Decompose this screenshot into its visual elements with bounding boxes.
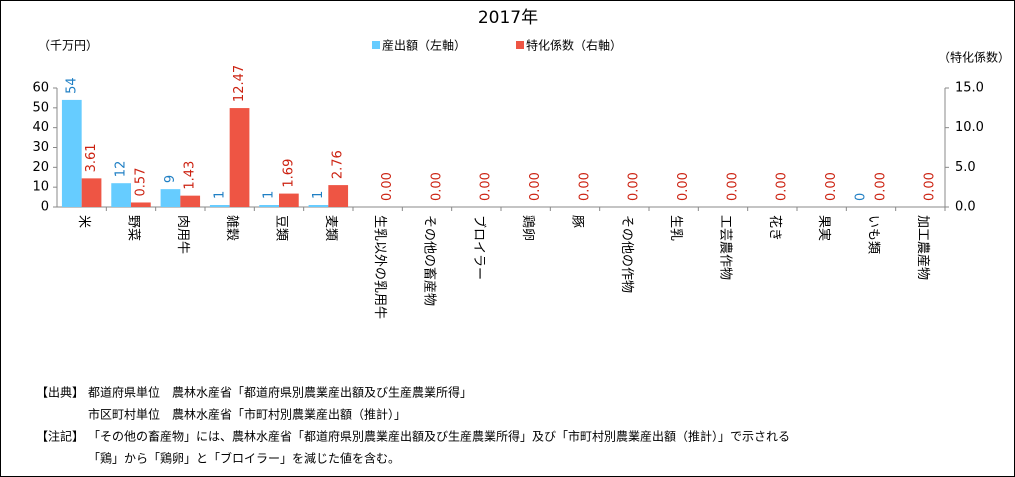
- x-tick-label: 野菜: [126, 215, 141, 241]
- data-label: 12.47: [232, 65, 247, 102]
- data-label: 1: [212, 191, 227, 199]
- y-tick-label: 10: [32, 180, 49, 195]
- bar: [61, 99, 82, 207]
- x-tick-label: 麦類: [323, 215, 338, 241]
- y2-tick-label: 15.0: [955, 81, 984, 96]
- bar: [328, 185, 349, 207]
- chart-title: 2017年: [478, 8, 538, 28]
- data-label: 0.00: [627, 172, 642, 201]
- data-label: 0.00: [775, 172, 790, 201]
- y2-tick-label: 10.0: [955, 120, 984, 135]
- data-label: 0.00: [824, 172, 839, 201]
- data-label: 54: [64, 77, 79, 94]
- y2-tick-label: 5.0: [955, 160, 976, 175]
- y-tick-label: 0: [41, 200, 49, 215]
- bar: [180, 195, 201, 207]
- x-tick-label: 加工農産物: [915, 215, 931, 280]
- data-label: 9: [163, 175, 178, 183]
- data-label: 0.57: [133, 168, 148, 197]
- x-tick-label: 果実: [816, 215, 832, 241]
- legend-swatch: [372, 41, 380, 49]
- x-tick-label: いも類: [866, 215, 881, 254]
- data-label: 3.61: [84, 143, 99, 172]
- bar: [308, 205, 329, 207]
- bar: [81, 178, 102, 207]
- data-label: 2.76: [331, 150, 346, 179]
- y-tick-label: 20: [32, 160, 49, 175]
- y2-axis-label: （特化係数）: [938, 50, 1010, 65]
- data-label: 1: [311, 191, 326, 199]
- x-tick-label: 工芸農作物: [718, 215, 734, 280]
- bar: [160, 189, 181, 207]
- data-label: 1.69: [281, 159, 296, 188]
- data-label: 0: [854, 193, 869, 201]
- x-tick-label: その他の畜産物: [422, 215, 438, 306]
- y-tick-label: 60: [32, 81, 49, 96]
- data-label: 0.00: [429, 172, 444, 201]
- x-tick-label: 雑穀: [224, 215, 240, 241]
- x-tick-label: 肉用牛: [175, 215, 190, 254]
- note-label: 【注記】: [36, 429, 84, 444]
- x-tick-label: 生乳: [668, 215, 683, 241]
- note-label: 【出典】: [36, 386, 84, 400]
- data-label: 1.43: [183, 161, 198, 190]
- y-axis-label: （千万円）: [38, 39, 98, 53]
- data-label: 0.00: [577, 172, 592, 201]
- note-line: 「鶏」から「鶏卵」と「ブロイラー」を減じた値を含む。: [88, 451, 400, 466]
- x-tick-label: ブロイラー: [471, 215, 487, 280]
- x-tick-label: 豆類: [274, 215, 289, 241]
- data-label: 0.00: [725, 172, 740, 201]
- bar: [131, 202, 151, 207]
- bar: [209, 205, 230, 207]
- y-tick-label: 40: [32, 120, 49, 135]
- data-label: 12: [114, 161, 129, 178]
- bar: [111, 183, 131, 207]
- note-line: 都道府県単位 農林水産省「都道府県別農業産出額及び生産農業所得」: [88, 385, 472, 400]
- x-tick-label: その他の作物: [619, 215, 634, 293]
- note-line: 市区町村単位 農林水産省「市町村別農業産出額（推計）」: [88, 407, 406, 422]
- data-label: 1: [262, 191, 277, 199]
- x-tick-label: 生乳以外の乳用牛: [372, 215, 387, 319]
- data-label: 0.00: [923, 172, 938, 201]
- bar: [229, 108, 250, 207]
- y2-tick-label: 0.0: [955, 200, 976, 215]
- legend-label: 特化係数（右軸）: [526, 38, 622, 53]
- data-label: 0.00: [528, 172, 543, 201]
- data-label: 0.00: [479, 172, 494, 201]
- data-label: 0.00: [676, 172, 691, 201]
- x-tick-label: 花き: [767, 215, 783, 241]
- data-label: 0.00: [873, 172, 888, 201]
- x-tick-label: 米: [76, 215, 91, 228]
- data-label: 0.00: [380, 172, 395, 201]
- bar: [259, 205, 279, 207]
- note-line: 「その他の畜産物」には、農林水産省「都道府県別農業産出額及び生産農業所得」及び「…: [88, 429, 790, 444]
- y-tick-label: 50: [32, 100, 49, 115]
- bar: [279, 193, 299, 207]
- x-tick-label: 鶏卵: [520, 215, 535, 241]
- x-tick-label: 豚: [570, 215, 585, 228]
- legend-swatch: [516, 41, 524, 49]
- legend-label: 産出額（左軸）: [382, 38, 466, 53]
- y-tick-label: 30: [32, 140, 49, 155]
